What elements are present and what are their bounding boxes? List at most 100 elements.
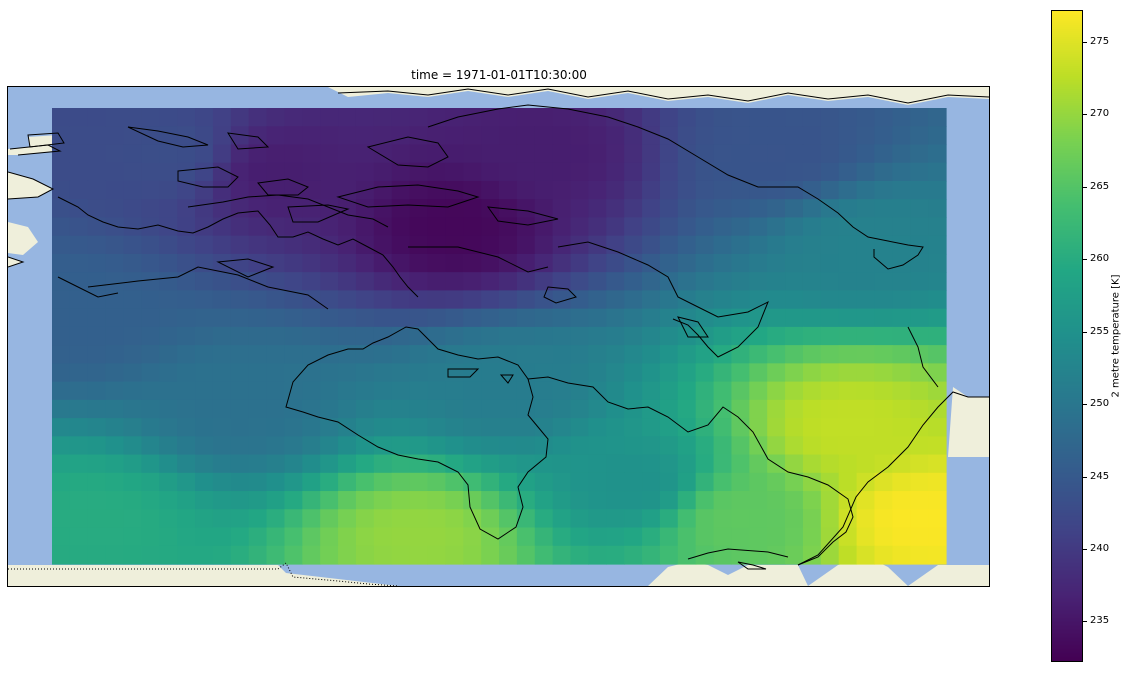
heatmap-cell [677, 108, 697, 127]
heatmap-cell [87, 381, 107, 401]
heatmap-cell [230, 126, 250, 146]
heatmap-cell [105, 363, 125, 383]
heatmap-cell [606, 418, 625, 437]
heatmap-cell [123, 235, 142, 255]
heatmap-cell [355, 472, 375, 492]
heatmap-cell [534, 108, 554, 127]
heatmap-cell [552, 418, 572, 437]
heatmap-cell [552, 217, 572, 237]
heatmap-cell [892, 399, 911, 419]
heatmap-cell [427, 418, 446, 437]
heatmap-cell [427, 527, 446, 547]
heatmap-cell [499, 126, 518, 146]
coastline-island-c [499, 374, 514, 384]
colorbar-tick [1083, 186, 1087, 188]
heatmap-cell [445, 454, 464, 474]
heatmap-cell [177, 363, 196, 383]
heatmap-cell [624, 527, 643, 547]
heatmap-cell [606, 491, 625, 510]
heatmap-cell [373, 363, 393, 383]
heatmap-cell [338, 108, 357, 127]
heatmap-cell [856, 418, 876, 437]
heatmap-cell [195, 326, 214, 346]
heatmap-cell [802, 472, 822, 492]
heatmap-cell [499, 472, 518, 492]
heatmap-cell [767, 217, 786, 237]
heatmap-cell [499, 144, 518, 164]
heatmap-cell [105, 345, 125, 364]
heatmap-cell [338, 509, 357, 529]
heatmap-cell [338, 162, 357, 182]
heatmap-cell [570, 545, 589, 565]
heatmap-cell [588, 527, 607, 547]
heatmap-cell [677, 290, 697, 310]
heatmap-cell [552, 345, 572, 364]
heatmap-cell [910, 436, 929, 456]
heatmap-cell [749, 272, 768, 291]
heatmap-cell [69, 235, 89, 255]
heatmap-cell [159, 326, 178, 346]
heatmap-cell [69, 436, 89, 456]
heatmap-cell [445, 545, 464, 565]
heatmap-cell [284, 436, 303, 456]
heatmap-cell [624, 108, 643, 127]
heatmap-cell [445, 126, 464, 146]
heatmap-cell [713, 180, 733, 200]
heatmap-cell [230, 491, 250, 510]
heatmap-cell [355, 272, 375, 291]
heatmap-cell [570, 290, 589, 310]
heatmap-cell [499, 545, 518, 565]
heatmap-cell [856, 108, 876, 127]
heatmap-cell [713, 527, 733, 547]
heatmap-cell [570, 235, 589, 255]
heatmap-cell [409, 290, 429, 310]
heatmap-cell [105, 199, 125, 219]
heatmap-cell [838, 199, 858, 219]
heatmap-cell [52, 509, 71, 529]
heatmap-cell [570, 399, 589, 419]
heatmap-cell [767, 144, 786, 164]
heatmap-cell [481, 326, 500, 346]
heatmap-cell [606, 363, 625, 383]
heatmap-cell [230, 509, 250, 529]
heatmap-cell [266, 308, 286, 328]
heatmap-cell [838, 472, 858, 492]
heatmap-cell [731, 126, 750, 146]
heatmap-cell [141, 162, 160, 182]
heatmap-cell [642, 144, 661, 164]
heatmap-cell [695, 363, 715, 383]
heatmap-cell [177, 253, 196, 273]
heatmap-cell [105, 162, 125, 182]
heatmap-cell [87, 399, 107, 419]
heatmap-cell [802, 527, 822, 547]
heatmap-cell [695, 126, 715, 146]
heatmap-cell [516, 363, 536, 383]
heatmap-cell [606, 545, 625, 565]
heatmap-cell [212, 308, 232, 328]
heatmap-cell [123, 527, 142, 547]
heatmap-cell [284, 272, 303, 291]
heatmap-cell [445, 253, 464, 273]
heatmap-cell [624, 509, 643, 529]
heatmap-cell [928, 162, 947, 182]
heatmap-cell [463, 399, 482, 419]
heatmap-cell [105, 235, 125, 255]
heatmap-cell [713, 290, 733, 310]
heatmap-cell [481, 491, 500, 510]
heatmap-cell [642, 326, 661, 346]
heatmap-cell [230, 399, 250, 419]
heatmap-cell [516, 290, 536, 310]
heatmap-cell [588, 345, 607, 364]
heatmap-cell [499, 290, 518, 310]
heatmap-cell [695, 308, 715, 328]
heatmap-cell [427, 290, 446, 310]
heatmap-cell [552, 509, 572, 529]
heatmap-cell [409, 253, 429, 273]
heatmap-cell [266, 491, 286, 510]
heatmap-cell [409, 454, 429, 474]
heatmap-cell [892, 108, 911, 127]
coastline-island-f [177, 166, 239, 188]
coastline-island-e [227, 132, 270, 150]
heatmap-cell [856, 527, 876, 547]
heatmap-cell [248, 491, 268, 510]
